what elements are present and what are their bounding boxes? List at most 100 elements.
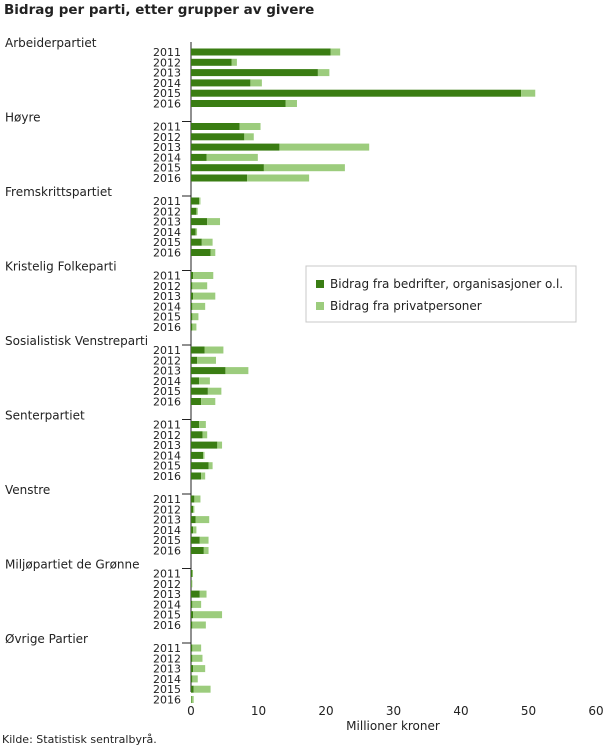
bar-private <box>239 123 261 130</box>
year-label: 2013 <box>153 663 181 676</box>
bar-private <box>204 346 224 354</box>
year-label: 2015 <box>153 236 181 249</box>
bar-private <box>192 644 202 652</box>
year-label: 2015 <box>153 385 181 398</box>
bar-organisations <box>191 100 286 107</box>
bar-private <box>193 272 214 279</box>
year-label: 2014 <box>153 598 181 611</box>
bar-organisations <box>191 133 245 141</box>
year-label: 2012 <box>153 578 181 591</box>
bar-organisations <box>191 123 240 130</box>
year-label: 2015 <box>153 460 181 473</box>
bar-private <box>191 696 194 703</box>
year-label: 2013 <box>153 67 181 80</box>
bar-organisations <box>191 398 202 405</box>
bar-organisations <box>191 462 209 470</box>
bar-private <box>207 387 222 395</box>
year-label: 2016 <box>153 172 181 185</box>
year-label: 2016 <box>153 396 181 409</box>
legend-label: Bidrag fra privatpersoner <box>330 299 482 313</box>
bar-organisations <box>191 570 193 577</box>
bar-organisations <box>191 387 208 395</box>
bar-organisations <box>191 282 193 290</box>
year-label: 2014 <box>153 300 181 313</box>
legend-label: Bidrag fra bedrifter, organisasjoner o.l… <box>330 277 563 291</box>
bar-private <box>231 58 237 66</box>
bar-private <box>521 89 536 97</box>
bar-private <box>247 174 310 182</box>
bar-organisations <box>191 356 198 364</box>
bar-organisations <box>191 89 522 97</box>
x-axis-title: Millioner kroner <box>346 719 440 733</box>
bar-private <box>208 462 213 470</box>
bar-organisations <box>191 526 194 534</box>
x-tick-label: 50 <box>521 704 536 718</box>
year-label: 2015 <box>153 311 181 324</box>
bar-private <box>263 164 345 172</box>
bar-organisations <box>191 696 192 703</box>
bar-private <box>279 143 370 151</box>
year-label: 2016 <box>153 98 181 111</box>
bar-organisations <box>191 164 264 172</box>
bar-organisations <box>191 431 203 439</box>
bar-organisations <box>191 451 204 459</box>
bar-private <box>193 665 206 673</box>
bar-private <box>285 100 297 107</box>
bar-private <box>192 654 203 662</box>
bar-private <box>210 249 216 256</box>
bar-organisations <box>191 48 331 56</box>
year-label: 2013 <box>153 514 181 527</box>
bar-private <box>201 398 216 405</box>
year-label: 2013 <box>153 290 181 303</box>
year-label: 2016 <box>153 619 181 632</box>
bar-private <box>193 505 195 513</box>
year-label: 2014 <box>153 226 181 239</box>
bar-private <box>202 431 208 439</box>
bar-private <box>195 516 210 524</box>
year-label: 2012 <box>153 205 181 218</box>
bar-private <box>225 367 249 375</box>
bar-organisations <box>191 675 193 683</box>
year-label: 2012 <box>153 503 181 516</box>
bar-private <box>193 685 211 693</box>
bar-organisations <box>191 654 193 662</box>
year-label: 2015 <box>153 683 181 696</box>
bar-organisations <box>191 367 226 375</box>
bar-organisations <box>191 516 196 524</box>
bar-private <box>192 600 202 608</box>
bar-organisations <box>191 685 194 693</box>
bar-organisations <box>191 665 194 673</box>
year-label: 2014 <box>153 375 181 388</box>
year-label: 2011 <box>153 195 181 208</box>
bar-private <box>203 547 209 554</box>
year-label: 2013 <box>153 216 181 229</box>
bar-organisations <box>191 377 200 385</box>
party-label: Fremskrittspartiet <box>5 185 112 199</box>
year-label: 2013 <box>153 141 181 154</box>
year-label: 2011 <box>153 642 181 655</box>
bar-organisations <box>191 590 200 598</box>
party-label: Miljøpartiet de Grønne <box>5 558 140 572</box>
year-label: 2016 <box>153 694 181 707</box>
year-label: 2014 <box>153 77 181 90</box>
bar-organisations <box>191 600 193 608</box>
bar-private <box>199 536 209 544</box>
bar-organisations <box>191 346 205 354</box>
x-tick-label: 60 <box>588 704 603 718</box>
party-label: Arbeiderpartiet <box>5 36 97 50</box>
bar-private <box>192 302 206 310</box>
x-tick-label: 10 <box>251 704 266 718</box>
bar-private <box>195 228 198 236</box>
bar-private <box>201 238 213 246</box>
year-label: 2011 <box>153 270 181 283</box>
bar-organisations <box>191 79 251 87</box>
bar-organisations <box>191 580 192 588</box>
bar-organisations <box>191 292 194 300</box>
bar-private <box>194 495 201 503</box>
year-label: 2014 <box>153 151 181 164</box>
year-label: 2012 <box>153 652 181 665</box>
bar-organisations <box>191 302 193 310</box>
bar-organisations <box>191 313 193 321</box>
year-label: 2011 <box>153 568 181 581</box>
